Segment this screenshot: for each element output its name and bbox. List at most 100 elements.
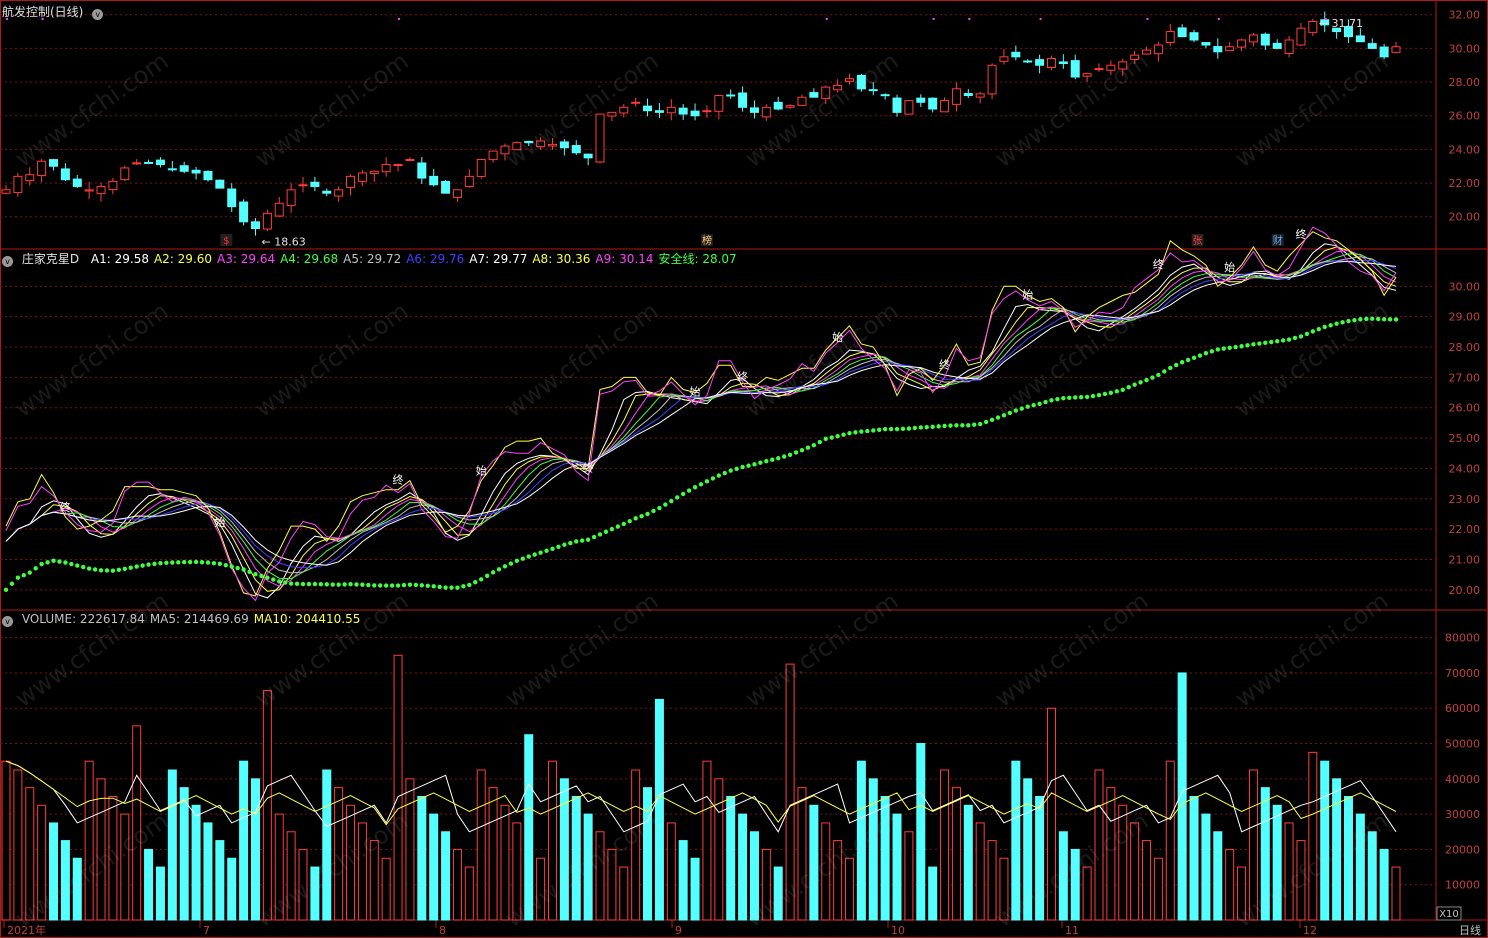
safety-line-dot xyxy=(247,569,252,575)
volume-bar xyxy=(1153,857,1163,921)
candle-body xyxy=(476,159,486,177)
safety-line-dot xyxy=(1108,390,1114,396)
indicator-value: A5: 29.72 xyxy=(343,252,402,266)
chevron-down-icon[interactable]: v xyxy=(2,616,13,627)
safety-line-dot xyxy=(657,505,662,511)
candle-body xyxy=(880,94,890,97)
volume-bar xyxy=(1248,769,1258,921)
candle-body xyxy=(1058,61,1068,65)
volume-bar xyxy=(1082,866,1092,921)
candle-body xyxy=(215,179,225,189)
safety-line-dot xyxy=(770,457,775,462)
volume-bar xyxy=(1237,866,1247,921)
candle-body xyxy=(1260,33,1270,46)
candle-body xyxy=(155,159,165,166)
candle-body xyxy=(96,185,106,195)
candle-body xyxy=(346,175,356,188)
safety-line-dot xyxy=(983,419,989,425)
indicator-value: A4: 29.68 xyxy=(280,252,339,266)
safety-line-dot xyxy=(1346,318,1351,324)
candle-body xyxy=(452,189,462,198)
signal-dot xyxy=(1146,18,1149,20)
safety-line-dot xyxy=(354,582,359,587)
safety-line-dot xyxy=(199,560,205,565)
candle-body xyxy=(1272,42,1282,49)
volume-bar xyxy=(37,804,47,921)
safety-line-dot xyxy=(651,508,656,514)
safety-line-dot xyxy=(1185,357,1191,363)
candle-body xyxy=(785,105,795,108)
safety-line-dot xyxy=(1049,398,1054,403)
stock-title[interactable]: 航发控制(日线) xyxy=(2,5,84,19)
candle-body xyxy=(262,212,272,230)
safety-line-dot xyxy=(924,424,929,430)
safety-line-dot xyxy=(229,564,234,569)
safety-line-dot xyxy=(282,580,288,585)
volume-bar xyxy=(619,866,629,921)
safety-line-dot xyxy=(645,511,650,517)
x-axis-label: 2021年 xyxy=(7,923,46,937)
safety-line-dot xyxy=(627,518,632,524)
safety-line-dot xyxy=(817,439,823,445)
candle-body xyxy=(132,162,142,165)
safety-line-dot xyxy=(33,566,38,571)
signal-label: 终 xyxy=(583,460,594,474)
volume-bar xyxy=(999,857,1009,921)
safety-line-dot xyxy=(954,423,959,428)
safety-line-dot xyxy=(128,565,133,570)
volume-bar xyxy=(155,866,165,921)
volume-bar xyxy=(571,795,581,921)
event-marker: 张 xyxy=(1193,235,1203,247)
safety-line-dot xyxy=(330,582,335,587)
signal-label: 始 xyxy=(214,515,225,529)
candle-body xyxy=(1011,51,1021,58)
price-panel-header: 航发控制(日线) v xyxy=(2,3,108,20)
volume-bar xyxy=(738,813,748,921)
safety-line-dot xyxy=(443,585,448,590)
volume-bar xyxy=(833,840,843,921)
indicator-value: A1: 29.58 xyxy=(90,252,149,266)
indicator-value: A9: 30.14 xyxy=(595,252,654,266)
safety-line-dot xyxy=(692,485,698,490)
safety-line-dot xyxy=(449,585,454,590)
indicator-value: A3: 29.64 xyxy=(217,252,276,266)
safety-line-dot xyxy=(680,491,686,497)
safety-line-dot xyxy=(995,415,1001,420)
signal-dot xyxy=(932,18,935,20)
safety-line-dot xyxy=(1263,340,1268,345)
safety-line-dot xyxy=(122,566,128,572)
volume-bar xyxy=(892,813,902,921)
candle-body xyxy=(405,159,415,162)
safety-line-dot xyxy=(1251,342,1256,347)
candle-body xyxy=(1130,54,1140,60)
volume-bar xyxy=(274,813,284,921)
safety-line-dot xyxy=(894,426,900,432)
candle-body xyxy=(904,100,914,115)
safety-line-dot xyxy=(1096,392,1102,398)
candle-body xyxy=(951,88,961,105)
indicator-line-A1 xyxy=(5,243,1397,599)
volume-bar xyxy=(1284,822,1294,921)
volume-bar xyxy=(1343,795,1353,921)
indicator-line-A9 xyxy=(5,226,1397,602)
signal-label: 始 xyxy=(1022,287,1033,301)
safety-line-dot xyxy=(942,423,947,429)
safety-line-dot xyxy=(164,560,169,566)
chevron-down-icon[interactable]: v xyxy=(2,256,13,267)
volume-bar xyxy=(72,857,82,921)
safety-line-dot xyxy=(977,421,983,427)
safety-line-dot xyxy=(1037,401,1042,406)
safety-line-dot xyxy=(508,561,514,566)
volume-bar xyxy=(536,857,546,921)
chevron-down-icon[interactable]: v xyxy=(92,9,104,20)
volume-bar xyxy=(773,866,783,921)
indicator-name[interactable]: 庄家克星D xyxy=(21,252,80,266)
volume-bar xyxy=(607,848,617,921)
candle-body xyxy=(1213,46,1223,53)
candle-body xyxy=(1284,39,1294,54)
safety-line-dot xyxy=(110,568,116,573)
safety-line-dot xyxy=(134,564,139,569)
volume-bar xyxy=(940,769,950,921)
safety-line-dot xyxy=(1298,334,1304,339)
safety-line-dot xyxy=(1370,316,1375,321)
